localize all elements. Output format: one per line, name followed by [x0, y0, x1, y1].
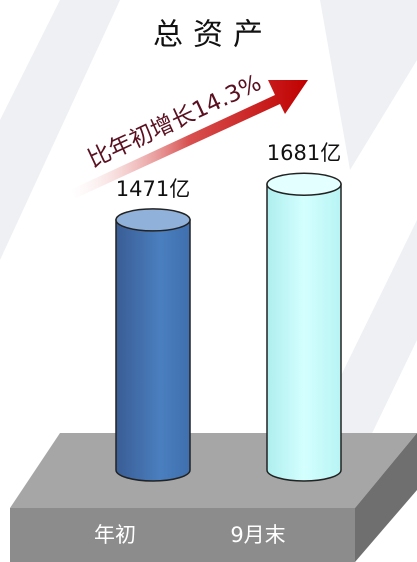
value-label: 1471亿	[116, 177, 190, 201]
value-label: 1681亿	[267, 141, 341, 165]
chart-title: 总资产	[153, 18, 273, 53]
growth-arrow	[70, 80, 308, 198]
platform	[10, 433, 417, 562]
x-tick-label: 年初	[94, 523, 136, 547]
cylinder-top	[266, 172, 342, 196]
cylinder-body	[266, 183, 342, 482]
cylinder-body	[115, 219, 191, 482]
x-tick-label: 9月末	[230, 523, 285, 547]
cylinder-top	[115, 208, 191, 232]
